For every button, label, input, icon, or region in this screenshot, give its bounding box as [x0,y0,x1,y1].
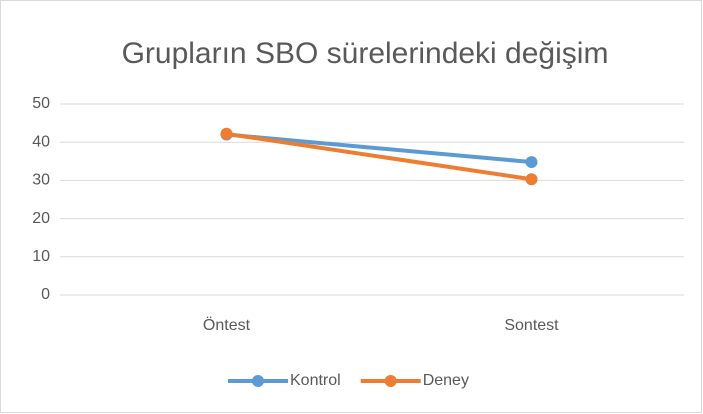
y-tick-label: 40 [32,133,50,150]
y-tick-label: 50 [32,95,50,112]
x-tick-label: Öntest [203,316,251,334]
y-tick-label: 20 [32,210,50,227]
point-marker [525,173,538,186]
y-tick-label: 0 [41,286,50,303]
point-marker [525,156,538,169]
point-marker [220,127,233,140]
legend-label: Deney [423,372,469,389]
series-line [224,131,534,182]
chart-title: Grupların SBO sürelerindeki değişim [122,37,609,70]
legend-marker [252,375,264,387]
x-tick-label: Sontest [504,317,559,334]
y-tick-label: 30 [32,172,50,189]
legend-label: Kontrol [290,372,341,389]
y-tick-label: 10 [32,248,50,265]
series-line [224,132,534,165]
legend-marker [384,375,397,387]
